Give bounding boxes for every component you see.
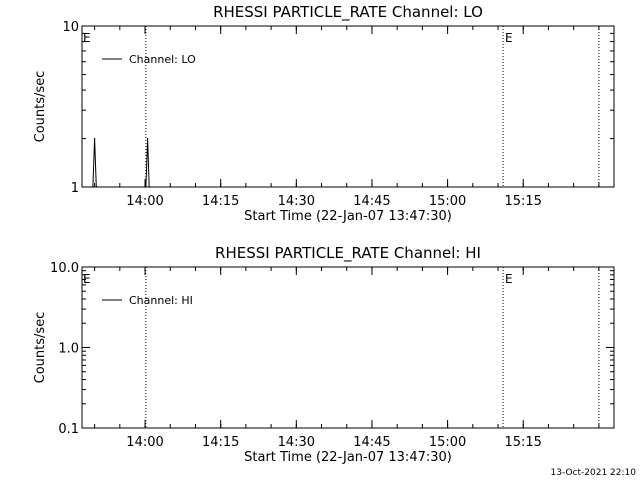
event-marker-label: E (83, 272, 91, 286)
event-marker-label: E (505, 272, 513, 286)
chart-panel-lo: RHESSI PARTICLE_RATE Channel: LO 14:00 14:… (33, 3, 615, 224)
x-tick-label: 14:15 (202, 194, 239, 209)
series-line (91, 138, 151, 188)
x-tick-label: 14:30 (278, 435, 315, 450)
plot-frame (81, 25, 615, 188)
y-tick-label: 10 (62, 20, 79, 35)
legend-entry: Channel: LO (129, 53, 196, 66)
data-point (150, 186, 152, 188)
y-axis-label: Counts/sec (33, 312, 48, 384)
x-axis-label: Start Time (22-Jan-07 13:47:30) (244, 450, 452, 465)
data-point (148, 186, 150, 188)
data-point (95, 186, 97, 188)
chart-title: RHESSI PARTICLE_RATE Channel: LO (213, 3, 483, 22)
chart-panel-hi: RHESSI PARTICLE_RATE Channel: HI 14:00 14:… (33, 244, 615, 465)
data-point (92, 186, 94, 188)
x-tick-label: 14:15 (202, 435, 239, 450)
y-tick-label: 0.1 (58, 422, 79, 437)
x-tick-label: 14:30 (278, 194, 315, 209)
x-tick-label: 14:45 (353, 194, 390, 209)
x-tick-label: 14:00 (126, 435, 163, 450)
y-axis-label: Counts/sec (33, 71, 48, 143)
event-marker-label: E (505, 31, 513, 45)
plot-frame (81, 266, 615, 429)
y-tick-label: 1.0 (58, 342, 79, 357)
y-tick-label: 1 (71, 181, 79, 196)
x-tick-label: 15:00 (429, 194, 466, 209)
x-tick-label: 15:15 (504, 194, 541, 209)
x-tick-label: 14:00 (126, 194, 163, 209)
data-point (143, 186, 145, 188)
x-tick-label: 14:45 (353, 435, 390, 450)
data-point (94, 137, 96, 140)
y-tick-label: 10.0 (50, 261, 79, 276)
x-tick-label: 15:15 (504, 435, 541, 450)
x-axis-label: Start Time (22-Jan-07 13:47:30) (244, 209, 452, 224)
legend-entry: Channel: HI (129, 294, 193, 307)
event-marker-label: E (83, 31, 91, 45)
data-point (97, 186, 99, 188)
chart-title: RHESSI PARTICLE_RATE Channel: HI (215, 244, 481, 263)
data-point (145, 186, 147, 188)
data-point (146, 137, 149, 140)
x-tick-label: 15:00 (429, 435, 466, 450)
data-point (90, 186, 92, 188)
footer-timestamp: 13-Oct-2021 22:10 (551, 468, 637, 478)
